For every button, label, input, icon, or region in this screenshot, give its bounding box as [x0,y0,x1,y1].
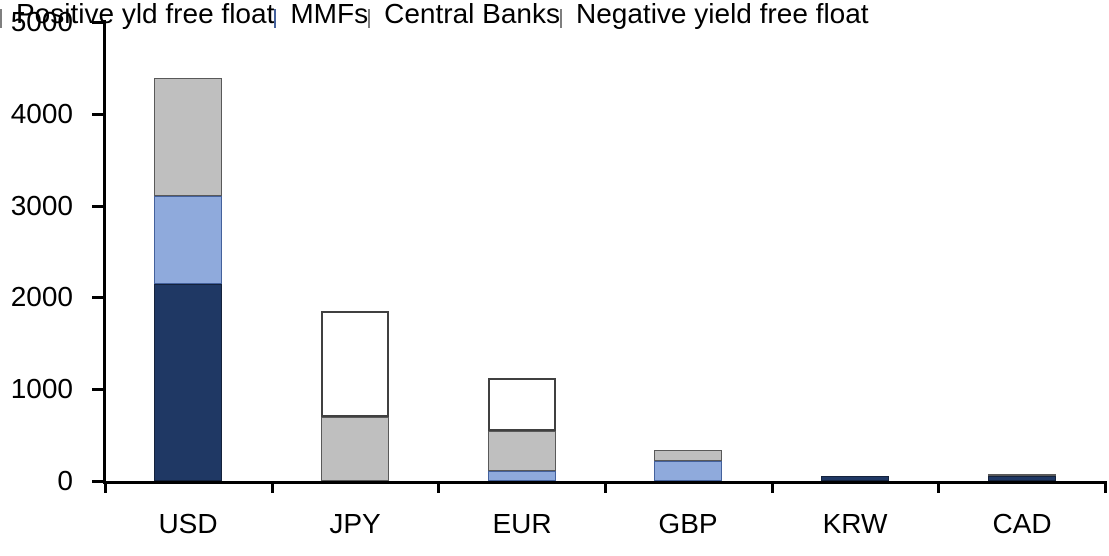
y-axis-line [103,20,106,484]
x-axis-category-label: CAD [992,508,1052,539]
bar-segment-central-banks-jpy [321,417,389,481]
bar-segment-central-banks-usd [154,78,222,196]
y-axis-tick [92,388,105,391]
y-axis-tick-label: 5000 [10,6,73,37]
x-axis-tick [271,481,274,493]
x-axis-tick [771,481,774,493]
legend-label: Negative yield free float [575,0,869,29]
y-axis-tick-label: 2000 [10,281,73,312]
legend-swatch-positive-yld-free-float-icon [0,9,2,28]
legend-swatch-mmfs-icon [274,9,277,28]
legend-swatch-negative-yield-free-float-icon [559,9,562,28]
y-axis-tick [92,21,105,24]
y-axis-tick-label: 0 [57,465,73,496]
bar-segment-positive-yld-free-float-cad [988,476,1056,481]
bar-segment-central-banks-eur [488,431,556,471]
bar-segment-positive-yld-free-float-krw [821,476,889,481]
bar-segment-mmfs-eur [488,471,556,481]
x-axis-tick [104,481,107,493]
legend-label: MMFs [290,0,369,29]
bar-segment-mmfs-usd [154,196,222,284]
y-axis-tick-label: 3000 [10,190,73,221]
bar-segment-negative-yield-free-float-eur [488,378,556,431]
y-axis-tick [92,205,105,208]
x-axis-category-label: USD [158,508,218,539]
x-axis-category-label: EUR [492,508,552,539]
x-axis-tick [604,481,607,493]
bar-segment-central-banks-cad [988,474,1056,476]
y-axis-tick [92,480,105,483]
bar-segment-central-banks-gbp [654,450,722,461]
x-axis-tick [1104,481,1107,493]
legend-label: Central Banks [384,0,560,29]
x-axis-tick [937,481,940,493]
x-axis-category-label: KRW [822,508,888,539]
x-axis-tick [437,481,440,493]
legend-label: Positive yld free float [16,0,275,29]
x-axis-category-label: JPY [329,508,381,539]
y-axis-tick-label: 1000 [10,373,73,404]
y-axis-tick-label: 4000 [10,98,73,129]
y-axis-tick [92,113,105,116]
bar-segment-negative-yield-free-float-jpy [321,311,389,417]
bar-segment-mmfs-gbp [654,461,722,481]
legend-swatch-central-banks-icon [368,9,371,28]
y-axis-tick [92,296,105,299]
x-axis-category-label: GBP [658,508,718,539]
bar-segment-positive-yld-free-float-usd [154,284,222,481]
